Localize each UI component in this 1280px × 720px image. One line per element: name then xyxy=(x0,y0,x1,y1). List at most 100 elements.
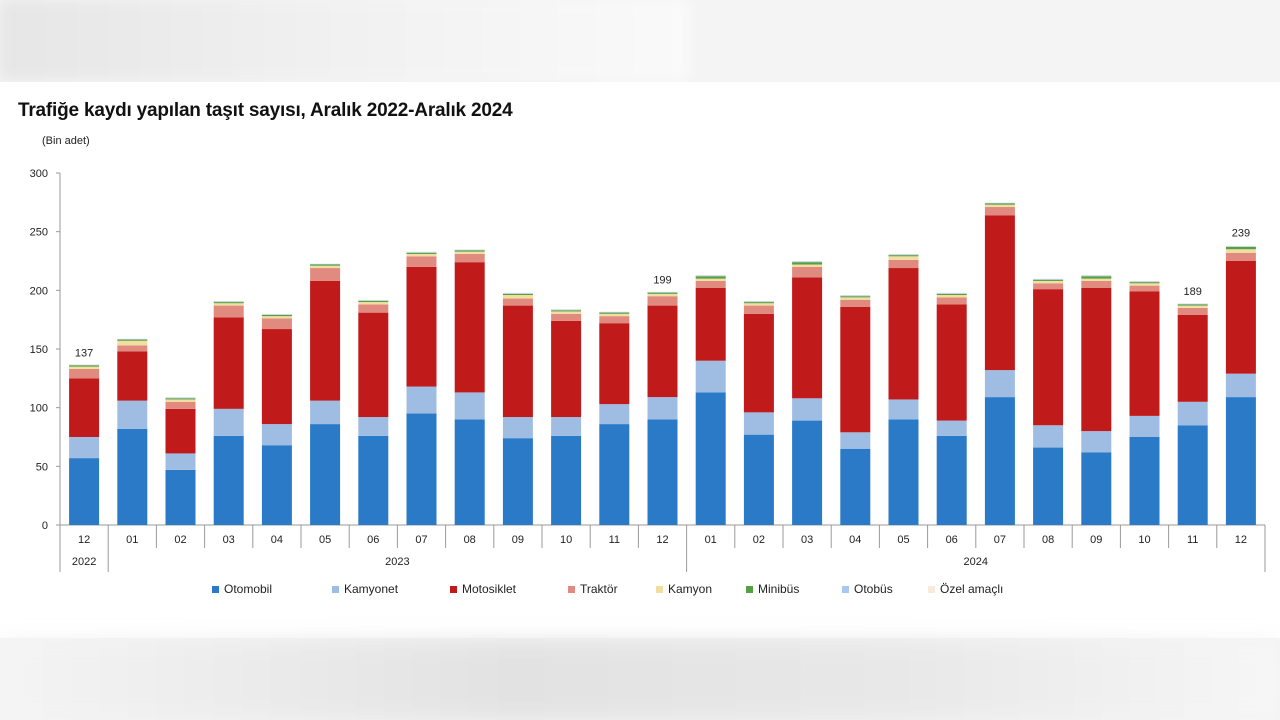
bar-segment-kamyon-21 xyxy=(1081,278,1112,281)
bar-segment-otomobil-20 xyxy=(1033,447,1064,525)
bar-segment-otomobil-1 xyxy=(117,428,148,525)
bar-segment-motosiklet-12 xyxy=(647,305,678,398)
bar-segment-minib-s-3 xyxy=(213,302,244,304)
x-tick-label-month: 02 xyxy=(174,534,186,546)
bar-segment-trakt-r-17 xyxy=(888,259,919,269)
x-tick-label-month: 06 xyxy=(367,534,379,546)
bar-segment-trakt-r-20 xyxy=(1033,283,1064,290)
legend-item-otomobil: Otomobil xyxy=(212,582,332,596)
legend-swatch xyxy=(656,585,663,593)
chart-title: Trafiğe kaydı yapılan taşıt sayısı, Aral… xyxy=(18,100,513,121)
bar-segment-minib-s-11 xyxy=(599,312,630,314)
x-tick-label-month: 01 xyxy=(126,534,138,546)
bar-segment-motosiklet-19 xyxy=(984,215,1015,371)
bar-segment-minib-s-9 xyxy=(502,293,533,296)
bar-segment-kamyonet-10 xyxy=(551,417,582,436)
bar-segment-trakt-r-9 xyxy=(502,298,533,306)
bar-segment-minib-s-22 xyxy=(1129,282,1160,284)
bar-segment-motosiklet-23 xyxy=(1177,314,1208,402)
bar-segment-kamyonet-16 xyxy=(840,432,871,449)
bar-segment-kamyonet-21 xyxy=(1081,431,1112,453)
bar-segment-otomobil-2 xyxy=(165,469,196,525)
legend-label: Otomobil xyxy=(224,582,273,596)
y-axis-unit-label: (Bin adet) xyxy=(42,135,90,147)
bar-segment-otob-s-11 xyxy=(599,311,630,313)
bar-segment-minib-s-23 xyxy=(1177,304,1208,306)
bar-segment-minib-s-14 xyxy=(743,302,774,304)
bar-segment-otob-s-14 xyxy=(743,301,774,303)
bar-segment-motosiklet-21 xyxy=(1081,287,1112,432)
legend-label: Kamyon xyxy=(668,582,713,596)
bar-segment-kamyonet-4 xyxy=(261,424,292,446)
bar-segment-kamyonet-20 xyxy=(1033,425,1064,448)
bar-segment-minib-s-18 xyxy=(936,293,967,296)
legend-item-otob-s: Otobüs xyxy=(842,582,928,596)
legend-label: Özel amaçlı xyxy=(940,582,1004,596)
legend-item-trakt-r: Traktör xyxy=(568,582,656,596)
bar-segment-kamyon-24 xyxy=(1225,249,1256,253)
bar-segment-minib-s-15 xyxy=(792,262,823,265)
x-tick-label-month: 11 xyxy=(1187,534,1198,546)
legend-swatch xyxy=(746,585,753,593)
bar-segment-kamyonet-17 xyxy=(888,399,919,420)
bar-segment-minib-s-24 xyxy=(1225,246,1256,250)
bar-segment-otob-s-22 xyxy=(1129,281,1160,283)
legend-item-kamyonet: Kamyonet xyxy=(332,582,450,596)
bar-segment-trakt-r-10 xyxy=(551,313,582,321)
bar-segment-trakt-r-2 xyxy=(165,401,196,409)
bar-segment-trakt-r-3 xyxy=(213,305,244,318)
legend-item--zel-ama-l-: Özel amaçlı xyxy=(928,582,1028,596)
bar-segment-otomobil-3 xyxy=(213,435,244,525)
bar-segment-kamyonet-13 xyxy=(695,360,726,393)
y-tick-label: 250 xyxy=(30,227,48,239)
bar-segment-otob-s-17 xyxy=(888,254,919,256)
x-tick-label-month: 03 xyxy=(801,534,813,546)
bar-segment-kamyon-11 xyxy=(599,313,630,317)
bar-segment-otob-s-1 xyxy=(117,338,148,340)
bar-segment-minib-s-10 xyxy=(551,310,582,312)
bar-segment-trakt-r-6 xyxy=(358,304,389,313)
bar-segment-trakt-r-19 xyxy=(984,207,1015,216)
bar-segment-trakt-r-22 xyxy=(1129,285,1160,292)
bar-segment-kamyon-9 xyxy=(502,295,533,299)
bar-segment-kamyon-1 xyxy=(117,340,148,346)
bar-segment-minib-s-0 xyxy=(69,365,100,367)
bar-segment-otomobil-24 xyxy=(1225,397,1256,525)
x-tick-label-month: 09 xyxy=(1090,534,1102,546)
y-tick-label: 200 xyxy=(30,285,48,297)
bar-segment-otob-s-16 xyxy=(840,295,871,297)
bar-segment-motosiklet-17 xyxy=(888,268,919,400)
bar-segment-kamyonet-2 xyxy=(165,453,196,470)
bar-segment-kamyonet-22 xyxy=(1129,415,1160,437)
bar-segment-otob-s-10 xyxy=(551,309,582,311)
bar-segment-kamyon-18 xyxy=(936,295,967,298)
y-tick-label: 0 xyxy=(42,520,48,532)
bar-segment-minib-s-8 xyxy=(454,250,485,252)
legend-item-kamyon: Kamyon xyxy=(656,582,746,596)
bar-segment-kamyon-20 xyxy=(1033,280,1064,284)
bar-segment-trakt-r-8 xyxy=(454,253,485,263)
bar-segment-otob-s-7 xyxy=(406,252,437,253)
bar-segment-otob-s-6 xyxy=(358,300,389,301)
total-label-23: 189 xyxy=(1184,286,1202,298)
bar-segment-otomobil-19 xyxy=(984,397,1015,525)
bar-segment-trakt-r-5 xyxy=(310,268,341,281)
bar-segment-otob-s-8 xyxy=(454,249,485,251)
bar-segment-kamyonet-12 xyxy=(647,397,678,420)
x-tick-label-month: 11 xyxy=(609,534,620,546)
chart-panel xyxy=(0,82,1280,638)
total-label-24: 239 xyxy=(1232,228,1250,240)
legend-swatch xyxy=(212,585,219,593)
bar-segment-kamyon-6 xyxy=(358,302,389,305)
x-tick-label-month: 01 xyxy=(705,534,717,546)
bar-segment-motosiklet-11 xyxy=(599,323,630,405)
legend-item-minib-s: Minibüs xyxy=(746,582,842,596)
bar-segment-motosiklet-0 xyxy=(69,378,100,437)
bar-segment-minib-s-7 xyxy=(406,252,437,254)
bar-segment-minib-s-1 xyxy=(117,339,148,341)
chart-legend: Otomobil Kamyonet Motosiklet Traktör Kamyon M… xyxy=(212,582,1028,596)
bar-segment-kamyonet-18 xyxy=(936,420,967,436)
bar-segment-motosiklet-10 xyxy=(551,320,582,418)
bar-segment-kamyonet-23 xyxy=(1177,401,1208,426)
bar-segment-kamyon-12 xyxy=(647,293,678,297)
